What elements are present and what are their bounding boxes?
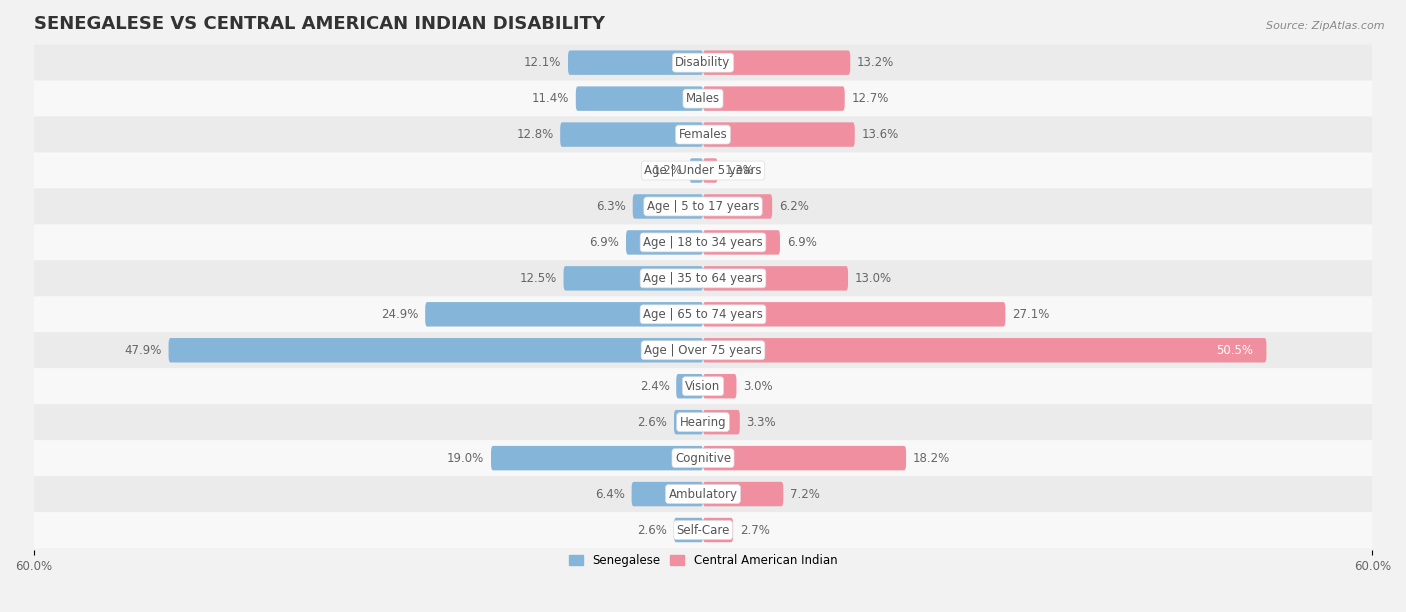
- FancyBboxPatch shape: [703, 374, 737, 398]
- FancyBboxPatch shape: [703, 338, 1267, 362]
- Text: Age | 5 to 17 years: Age | 5 to 17 years: [647, 200, 759, 213]
- FancyBboxPatch shape: [703, 86, 845, 111]
- Text: 13.6%: 13.6%: [862, 128, 898, 141]
- Text: 2.4%: 2.4%: [640, 379, 669, 393]
- Text: 12.5%: 12.5%: [520, 272, 557, 285]
- Text: Self-Care: Self-Care: [676, 523, 730, 537]
- Text: 1.2%: 1.2%: [652, 164, 683, 177]
- Text: 6.3%: 6.3%: [596, 200, 626, 213]
- FancyBboxPatch shape: [34, 440, 1372, 476]
- Text: 13.0%: 13.0%: [855, 272, 891, 285]
- FancyBboxPatch shape: [703, 266, 848, 291]
- Text: 7.2%: 7.2%: [790, 488, 820, 501]
- Text: 19.0%: 19.0%: [447, 452, 484, 465]
- FancyBboxPatch shape: [703, 194, 772, 218]
- Text: 12.7%: 12.7%: [852, 92, 889, 105]
- Text: 2.6%: 2.6%: [637, 523, 668, 537]
- Text: 50.5%: 50.5%: [1216, 344, 1253, 357]
- FancyBboxPatch shape: [169, 338, 703, 362]
- Text: SENEGALESE VS CENTRAL AMERICAN INDIAN DISABILITY: SENEGALESE VS CENTRAL AMERICAN INDIAN DI…: [34, 15, 605, 33]
- FancyBboxPatch shape: [689, 159, 703, 183]
- Text: Age | 18 to 34 years: Age | 18 to 34 years: [643, 236, 763, 249]
- Text: 3.3%: 3.3%: [747, 416, 776, 428]
- Text: Ambulatory: Ambulatory: [668, 488, 738, 501]
- FancyBboxPatch shape: [703, 122, 855, 147]
- Text: Hearing: Hearing: [679, 416, 727, 428]
- FancyBboxPatch shape: [673, 518, 703, 542]
- Text: 12.8%: 12.8%: [516, 128, 554, 141]
- FancyBboxPatch shape: [34, 404, 1372, 440]
- Text: 3.0%: 3.0%: [744, 379, 773, 393]
- Text: 47.9%: 47.9%: [125, 344, 162, 357]
- Text: 2.6%: 2.6%: [637, 416, 668, 428]
- FancyBboxPatch shape: [703, 159, 717, 183]
- FancyBboxPatch shape: [34, 152, 1372, 188]
- FancyBboxPatch shape: [631, 482, 703, 506]
- FancyBboxPatch shape: [703, 482, 783, 506]
- FancyBboxPatch shape: [34, 332, 1372, 368]
- Text: Age | Over 75 years: Age | Over 75 years: [644, 344, 762, 357]
- Text: 6.9%: 6.9%: [787, 236, 817, 249]
- Text: Vision: Vision: [685, 379, 721, 393]
- Text: Disability: Disability: [675, 56, 731, 69]
- FancyBboxPatch shape: [626, 230, 703, 255]
- Text: 24.9%: 24.9%: [381, 308, 419, 321]
- Text: 11.4%: 11.4%: [531, 92, 569, 105]
- Text: 13.2%: 13.2%: [858, 56, 894, 69]
- Text: Cognitive: Cognitive: [675, 452, 731, 465]
- FancyBboxPatch shape: [703, 50, 851, 75]
- FancyBboxPatch shape: [560, 122, 703, 147]
- FancyBboxPatch shape: [568, 50, 703, 75]
- FancyBboxPatch shape: [703, 446, 905, 471]
- FancyBboxPatch shape: [34, 296, 1372, 332]
- Text: Females: Females: [679, 128, 727, 141]
- FancyBboxPatch shape: [703, 410, 740, 435]
- FancyBboxPatch shape: [703, 518, 733, 542]
- FancyBboxPatch shape: [576, 86, 703, 111]
- FancyBboxPatch shape: [34, 260, 1372, 296]
- FancyBboxPatch shape: [633, 194, 703, 218]
- Text: Source: ZipAtlas.com: Source: ZipAtlas.com: [1267, 21, 1385, 31]
- Text: 6.9%: 6.9%: [589, 236, 619, 249]
- Text: 6.2%: 6.2%: [779, 200, 808, 213]
- FancyBboxPatch shape: [676, 374, 703, 398]
- FancyBboxPatch shape: [491, 446, 703, 471]
- FancyBboxPatch shape: [425, 302, 703, 327]
- FancyBboxPatch shape: [34, 368, 1372, 404]
- Text: Age | 35 to 64 years: Age | 35 to 64 years: [643, 272, 763, 285]
- FancyBboxPatch shape: [34, 188, 1372, 225]
- Text: Age | Under 5 years: Age | Under 5 years: [644, 164, 762, 177]
- FancyBboxPatch shape: [34, 225, 1372, 260]
- FancyBboxPatch shape: [34, 117, 1372, 152]
- Text: 2.7%: 2.7%: [740, 523, 769, 537]
- FancyBboxPatch shape: [703, 230, 780, 255]
- FancyBboxPatch shape: [34, 45, 1372, 81]
- Text: Age | 65 to 74 years: Age | 65 to 74 years: [643, 308, 763, 321]
- FancyBboxPatch shape: [34, 512, 1372, 548]
- Text: 6.4%: 6.4%: [595, 488, 624, 501]
- FancyBboxPatch shape: [564, 266, 703, 291]
- FancyBboxPatch shape: [673, 410, 703, 435]
- Text: 1.3%: 1.3%: [724, 164, 754, 177]
- Legend: Senegalese, Central American Indian: Senegalese, Central American Indian: [564, 550, 842, 572]
- FancyBboxPatch shape: [703, 302, 1005, 327]
- Text: 18.2%: 18.2%: [912, 452, 950, 465]
- Text: 12.1%: 12.1%: [524, 56, 561, 69]
- FancyBboxPatch shape: [34, 476, 1372, 512]
- Text: 27.1%: 27.1%: [1012, 308, 1049, 321]
- FancyBboxPatch shape: [34, 81, 1372, 117]
- Text: Males: Males: [686, 92, 720, 105]
